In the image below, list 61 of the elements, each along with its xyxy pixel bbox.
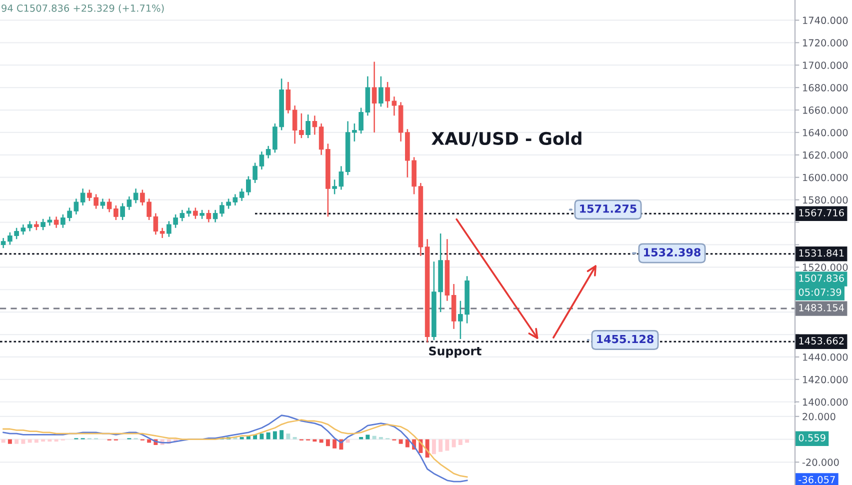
y-tick-label: 1600.000 (803, 174, 848, 182)
bar (21, 439, 26, 444)
bar (326, 439, 330, 446)
bar (8, 439, 12, 444)
bar (372, 436, 376, 440)
candlestick (286, 81, 291, 114)
text: 1507.836 (799, 274, 844, 282)
candlestick (312, 115, 318, 136)
y-tick-label: 1660.000 (803, 106, 848, 114)
text: XAU/USD - Gold (432, 132, 582, 146)
bar (405, 439, 410, 448)
annotation: 0.559 (798, 434, 826, 442)
annotation: 1571.275 (580, 204, 636, 213)
candlestick (100, 198, 106, 210)
annotation: 1455.128 (597, 334, 654, 344)
candlestick (372, 61, 377, 134)
annotation: Support (429, 346, 482, 358)
bar (14, 439, 19, 444)
bar (286, 434, 290, 440)
y-tick-label: 1580.000 (803, 196, 848, 204)
candlestick (80, 188, 86, 206)
y-tick-label: 1640.000 (803, 128, 848, 136)
candlestick (133, 188, 138, 204)
candlestick (206, 209, 212, 223)
ref-line-label: 1567.716 (799, 209, 844, 216)
bar (280, 430, 284, 440)
candlestick (306, 114, 310, 139)
bar (445, 439, 450, 451)
bar (458, 439, 462, 445)
bar (432, 439, 436, 454)
annotation: 1532.398 (644, 248, 700, 256)
bar (438, 439, 443, 452)
bar (260, 434, 264, 440)
y-tick-label: 1740.000 (803, 16, 848, 24)
ref-line-label: 1531.841 (799, 249, 844, 257)
text: 05:07:39 (798, 288, 842, 296)
ref-line-label: 1453.662 (799, 337, 844, 344)
ref-line-label: 1483.154 (799, 304, 844, 312)
candlestick (378, 76, 384, 108)
bar (272, 431, 277, 440)
candlestick (54, 216, 59, 229)
annotation: 94 C1507.836 +25.329 (+1.71%) (2, 4, 164, 13)
bar (332, 439, 337, 448)
candlestick (193, 207, 198, 220)
y-tick-label: 1520.000 (803, 264, 848, 271)
bar (266, 432, 270, 440)
y-tick-label: 1680.000 (803, 84, 848, 92)
bar (398, 439, 403, 444)
candlestick (160, 227, 165, 239)
y-tick-label: 1400.000 (803, 398, 848, 406)
y-tick-label: 1620.000 (803, 151, 848, 159)
y-tick-label: 1720.000 (803, 39, 848, 46)
bar (366, 434, 370, 440)
annotation: -36.057 (798, 476, 835, 484)
bar (452, 439, 456, 448)
y-tick-label: 1440.000 (803, 353, 848, 361)
y-tick-label: 20.000 (802, 412, 836, 420)
candlestick (27, 220, 32, 232)
y-tick-label: 1420.000 (803, 376, 848, 384)
y-tick-label: 1700.000 (803, 62, 848, 69)
y-tick-label: -20.000 (802, 458, 839, 466)
